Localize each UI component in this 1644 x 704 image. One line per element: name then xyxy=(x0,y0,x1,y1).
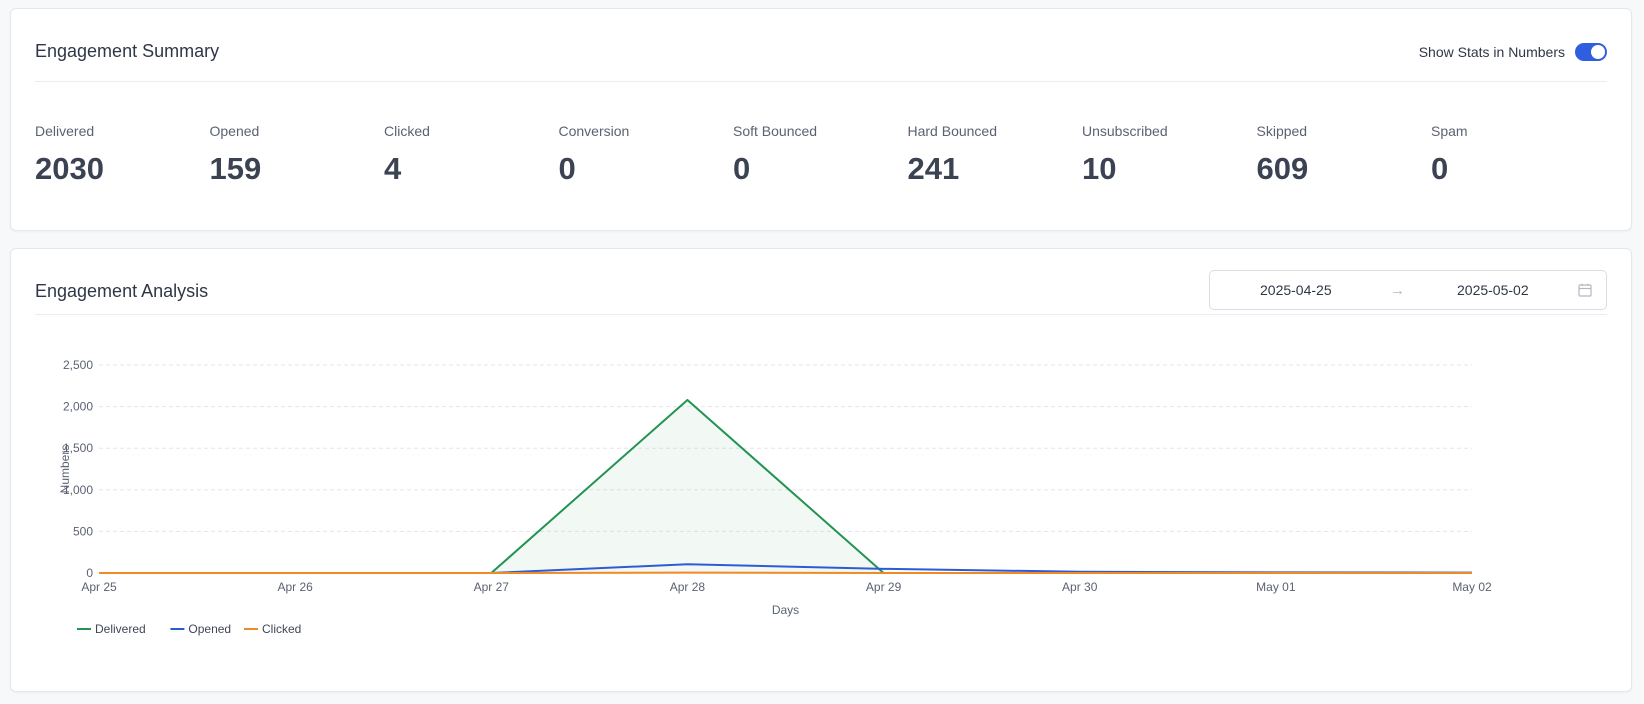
y-tick-label: 500 xyxy=(73,524,93,538)
stat-value: 0 xyxy=(1431,151,1449,186)
show-stats-toggle-label: Show Stats in Numbers xyxy=(1418,44,1565,60)
stat-spam: Spam 0 xyxy=(1431,123,1606,187)
stat-label: Spam xyxy=(1431,123,1468,139)
legend-item-clicked[interactable]: Clicked xyxy=(244,622,301,636)
toggle-knob xyxy=(1591,45,1605,59)
x-tick-label: Apr 28 xyxy=(670,580,706,594)
date-range-picker[interactable]: 2025-04-25 → 2025-05-02 xyxy=(1209,270,1607,310)
stats-row: Delivered 2030 Opened 159 Clicked 4 Conv… xyxy=(35,123,1607,187)
stat-value: 609 xyxy=(1256,151,1309,186)
legend-label: Opened xyxy=(188,622,231,636)
stat-value: 159 xyxy=(209,151,262,186)
calendar-icon[interactable] xyxy=(1578,283,1592,297)
x-tick-label: May 02 xyxy=(1452,580,1492,594)
chart-lines xyxy=(99,398,1473,574)
stat-label: Delivered xyxy=(35,123,95,139)
summary-divider xyxy=(35,81,1607,82)
stat-label: Hard Bounced xyxy=(907,123,998,139)
y-tick-label: 2,000 xyxy=(63,400,93,414)
chart-legend: Delivered Opened Clicked xyxy=(77,622,301,636)
engagement-analysis-card: Engagement Analysis 2025-04-25 → 2025-05… xyxy=(10,248,1632,692)
stat-delivered: Delivered 2030 xyxy=(35,123,210,187)
x-axis-title: Days xyxy=(772,603,799,617)
x-tick-label: Apr 25 xyxy=(81,580,117,594)
stat-clicked: Clicked 4 xyxy=(384,123,559,187)
engagement-summary-title: Engagement Summary xyxy=(35,41,220,61)
stat-label: Unsubscribed xyxy=(1082,123,1168,139)
stat-skipped: Skipped 609 xyxy=(1257,123,1432,187)
arrow-right-icon: → xyxy=(1390,281,1405,299)
x-tick-label: Apr 29 xyxy=(866,580,902,594)
legend-item-opened[interactable]: Opened xyxy=(170,622,231,636)
y-tick-label: 0 xyxy=(86,566,93,580)
stat-value: 0 xyxy=(558,151,576,186)
stat-label: Skipped xyxy=(1256,123,1308,139)
stat-value: 241 xyxy=(907,151,960,186)
y-tick-labels: 0 500 1,000 1,500 2,000 2,500 xyxy=(63,358,93,580)
legend-label: Delivered xyxy=(95,622,146,636)
stat-unsubscribed: Unsubscribed 10 xyxy=(1082,123,1257,187)
stat-value: 4 xyxy=(384,151,402,186)
x-tick-label: Apr 30 xyxy=(1062,580,1098,594)
stat-conversion: Conversion 0 xyxy=(559,123,734,187)
x-tick-label: Apr 27 xyxy=(474,580,510,594)
stat-hard-bounced: Hard Bounced 241 xyxy=(908,123,1083,187)
y-tick-label: 1,500 xyxy=(63,441,93,455)
stat-label: Conversion xyxy=(558,123,630,139)
x-tick-labels: Apr 25 Apr 26 Apr 27 Apr 28 Apr 29 Apr 30 May … xyxy=(81,580,1492,594)
y-tick-label: 2,500 xyxy=(63,358,93,372)
stat-opened: Opened 159 xyxy=(210,123,385,187)
show-stats-toggle-group[interactable]: Show Stats in Numbers xyxy=(1419,43,1607,61)
engagement-summary-card: Engagement Summary Show Stats in Numbers… xyxy=(10,8,1632,231)
analysis-divider xyxy=(35,314,1607,315)
stat-label: Clicked xyxy=(384,123,430,139)
stat-value: 2030 xyxy=(35,151,104,186)
x-tick-label: Apr 26 xyxy=(277,580,313,594)
show-stats-toggle[interactable] xyxy=(1575,43,1607,61)
stat-label: Soft Bounced xyxy=(733,123,818,139)
stat-label: Opened xyxy=(209,123,260,139)
x-tick-label: May 01 xyxy=(1256,580,1296,594)
y-tick-label: 1,000 xyxy=(63,483,93,497)
stat-soft-bounced: Soft Bounced 0 xyxy=(733,123,908,187)
date-end-input[interactable]: 2025-05-02 xyxy=(1457,282,1529,298)
stat-value: 0 xyxy=(733,151,751,186)
y-axis-title: Numbers xyxy=(58,445,72,494)
date-start-input[interactable]: 2025-04-25 xyxy=(1260,282,1332,298)
stat-value: 10 xyxy=(1082,151,1117,186)
legend-label: Clicked xyxy=(262,622,301,636)
legend-item-delivered[interactable]: Delivered xyxy=(77,622,146,636)
engagement-analysis-title: Engagement Analysis xyxy=(35,281,209,301)
